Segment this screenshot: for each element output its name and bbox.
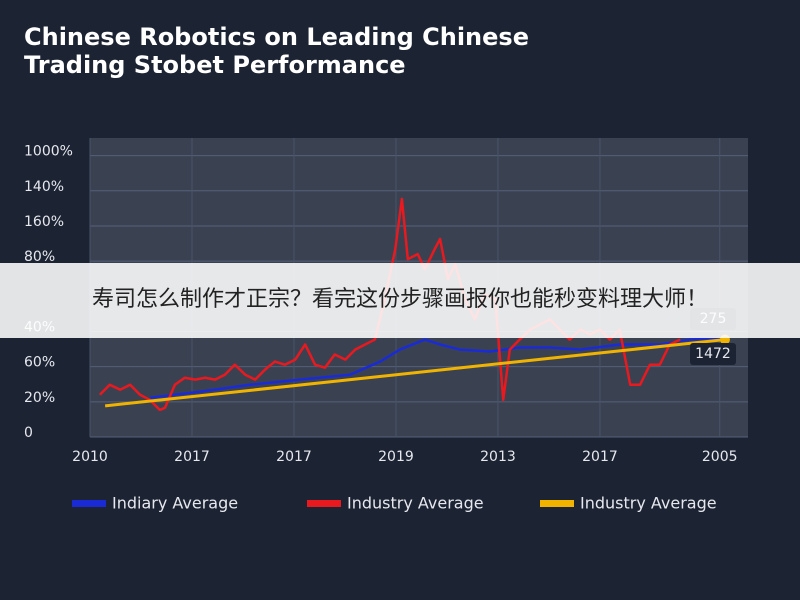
x-tick-label: 2005 (702, 449, 738, 465)
x-tick-label: 2017 (582, 449, 618, 465)
data-line (104, 338, 726, 408)
x-tick-label: 2017 (174, 449, 210, 465)
y-tick-label: 1000% (24, 144, 73, 160)
legend-swatch (307, 500, 341, 507)
legend-label: Industry Average (347, 494, 484, 513)
y-tick-label: 20% (24, 390, 55, 406)
legend-label: Indiary Average (112, 494, 238, 513)
x-tick-label: 2010 (72, 449, 108, 465)
x-tick-label: 2017 (276, 449, 312, 465)
annotation-box (690, 343, 736, 365)
data-line (149, 336, 720, 400)
annotation: 1472 (695, 346, 731, 362)
legend-swatch (540, 500, 574, 507)
overlay-banner (0, 263, 800, 338)
x-tick-label: 2019 (378, 449, 414, 465)
y-tick-label: 160% (24, 214, 64, 230)
y-tick-label: 80% (24, 249, 55, 265)
x-tick-label: 2013 (480, 449, 516, 465)
overlay-text: 寿司怎么制作才正宗？看完这份步骤画报你也能秒变料理大师！ (92, 287, 708, 312)
chart-title: Trading Stobet Performance (24, 51, 406, 79)
legend-label: Industry Average (580, 494, 717, 513)
y-tick-label: 0 (24, 425, 33, 441)
legend-swatch (72, 500, 106, 507)
y-tick-label: 60% (24, 355, 55, 371)
y-tick-label: 140% (24, 179, 64, 195)
chart-title: Chinese Robotics on Leading Chinese (24, 23, 529, 51)
